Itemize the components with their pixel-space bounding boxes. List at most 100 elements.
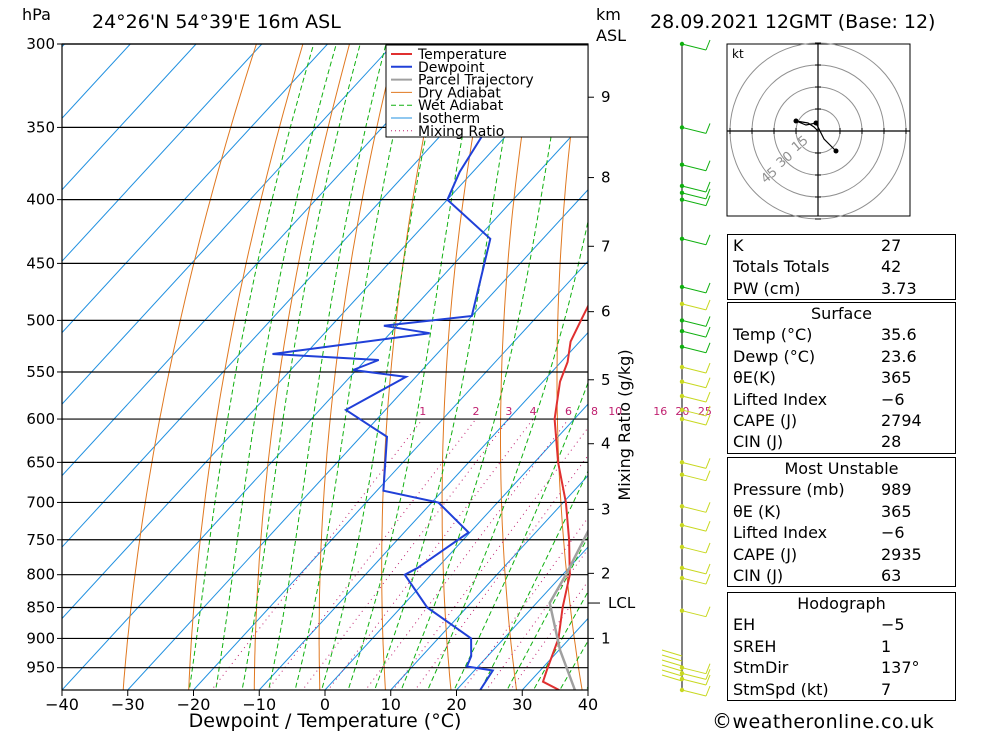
unstable-label: θE (K) (733, 501, 781, 521)
basic-value: 27 (881, 236, 902, 255)
hodo-row: StmDir 137° (728, 657, 955, 678)
unstable-value: 365 (881, 501, 912, 521)
wind-barb-flag (705, 316, 711, 327)
basic-value: 42 (881, 257, 902, 277)
legend-label: Wet Adiabat (418, 98, 504, 114)
x-tick-label: −30 (111, 695, 145, 714)
wind-barb-staff (681, 192, 707, 200)
km-tick-label: 3 (601, 500, 611, 518)
wind-barb-dot (679, 460, 685, 465)
indices-table-surface: Surface Temp (°C) 35.6 Dewp (°C) 23.6 θE(K) 3… (727, 302, 956, 454)
pressure-tick-label: 650 (26, 453, 55, 471)
wind-barb-staff (681, 395, 707, 403)
hodograph-unit-label: kt (732, 47, 744, 61)
hodo-row: SREH 1 (728, 636, 955, 657)
wind-barb-flag (705, 39, 711, 51)
isotherm-line (62, 44, 394, 405)
isotherm-line (62, 44, 263, 262)
lcl-label: LCL (608, 594, 636, 612)
mixing-ratio-line (301, 418, 510, 690)
mixing-ratio-label: 6 (565, 405, 572, 418)
wind-barb-flag (705, 470, 711, 481)
wet-adiabat-line (506, 535, 588, 690)
wind-barb-flag (705, 342, 711, 353)
isotherm-line (62, 46, 588, 620)
parcel-trajectory-line (548, 528, 588, 690)
km-tick-label: 4 (601, 435, 611, 453)
dry-adiabat-line (188, 44, 304, 690)
wind-barb-dot (679, 344, 685, 349)
wind-barb-staff (681, 577, 707, 585)
hodo-value: −5 (881, 615, 905, 635)
x-tick-label: 40 (578, 695, 598, 714)
hodo-value: 7 (881, 679, 892, 699)
dry-adiabat-line (381, 44, 444, 690)
wind-barb-dot (679, 328, 685, 334)
mixing-ratio-labels: 12346810162025 (419, 405, 712, 418)
surface-value: 365 (881, 368, 912, 388)
mixing-ratio-label: 1 (419, 405, 426, 418)
wind-barb-staff (681, 678, 707, 686)
wind-barb-flag (705, 685, 711, 697)
hodograph-title: Hodograph (797, 594, 886, 613)
isotherm-line (193, 260, 588, 690)
mixing-ratio-line (364, 418, 569, 690)
indices-table-basic: K 27 Totals Totals 42 PW (cm) 3.73 (727, 234, 956, 301)
wind-barb-flag (705, 181, 711, 193)
surface-value: −6 (881, 389, 905, 409)
unstable-label: Lifted Index (733, 523, 828, 543)
mixing-ratio-label: 3 (505, 405, 512, 418)
wind-barb-staff (681, 505, 707, 513)
hodograph-point (833, 148, 839, 154)
km-tick-label: 6 (601, 303, 611, 321)
mixing-ratio-label: 4 (530, 405, 537, 418)
mixing-ratio-line (327, 418, 534, 690)
surface-row: Dewp (°C) 23.6 (728, 346, 955, 367)
pressure-tick-label: 500 (26, 311, 55, 329)
wind-barb-flag (705, 414, 711, 426)
hodo-row: EH −5 (728, 614, 955, 635)
wind-barb-flag (705, 362, 711, 374)
hodo-label: EH (733, 615, 756, 635)
wind-barb-dot (679, 301, 685, 307)
wind-barb-flag (705, 391, 711, 403)
unstable-row: θE (K) 365 (728, 501, 955, 522)
basic-value: 3.73 (881, 278, 917, 298)
unstable-value: 989 (881, 480, 912, 500)
hodo-label: StmSpd (kt) (733, 679, 829, 699)
site-credit[interactable]: ©weatheronline.co.uk (712, 709, 934, 733)
wet-adiabat-line (241, 44, 361, 690)
asl-unit-label: ASL (596, 26, 626, 45)
wind-barb-dot (679, 379, 685, 384)
pressure-tick-label: 850 (26, 599, 55, 617)
wind-barb-staff (681, 238, 707, 246)
dry-adiabat-line (441, 44, 490, 690)
hodograph-point (793, 118, 799, 124)
surface-title: Surface (811, 304, 872, 323)
wind-barb-flag (705, 405, 711, 417)
unstable-value: 63 (881, 565, 902, 585)
wet-adiabat-line (321, 44, 446, 690)
pressure-tick-label: 450 (26, 254, 55, 272)
wind-barb-staff (681, 185, 707, 193)
datetime-title: 28.09.2021 12GMT (Base: 12) (650, 11, 935, 33)
mixing-ratio-axis-title: Mixing Ratio (g/kg) (615, 349, 634, 500)
location-title: 24°26'N 54°39'E 16m ASL (92, 11, 341, 33)
basic-label: Totals Totals (733, 257, 830, 277)
indices-table-most-unstable: Most Unstable Pressure (mb) 989 θE (K) 365 L… (727, 457, 956, 588)
wind-barb-surface (661, 674, 683, 682)
wind-barb-flag (705, 606, 711, 617)
unstable-label: CAPE (J) (733, 544, 798, 564)
series-layer (272, 44, 588, 690)
km-tick-label: 9 (601, 88, 611, 106)
mixing-ratio-line (485, 548, 588, 690)
x-axis-title: Dewpoint / Temperature (°C) (189, 710, 462, 732)
wind-barb-flag (705, 458, 711, 469)
wind-barb-staff (681, 409, 707, 417)
site-credit-text[interactable]: weatheronline.co.uk (732, 711, 935, 733)
wet-adiabat-line (268, 44, 387, 690)
pressure-gridlines: 300 350 400 450 500 550 600 650 700 750 800 850 900 9… (26, 35, 588, 677)
isotherm-line (390, 474, 588, 690)
wind-barb-staff (681, 199, 707, 207)
